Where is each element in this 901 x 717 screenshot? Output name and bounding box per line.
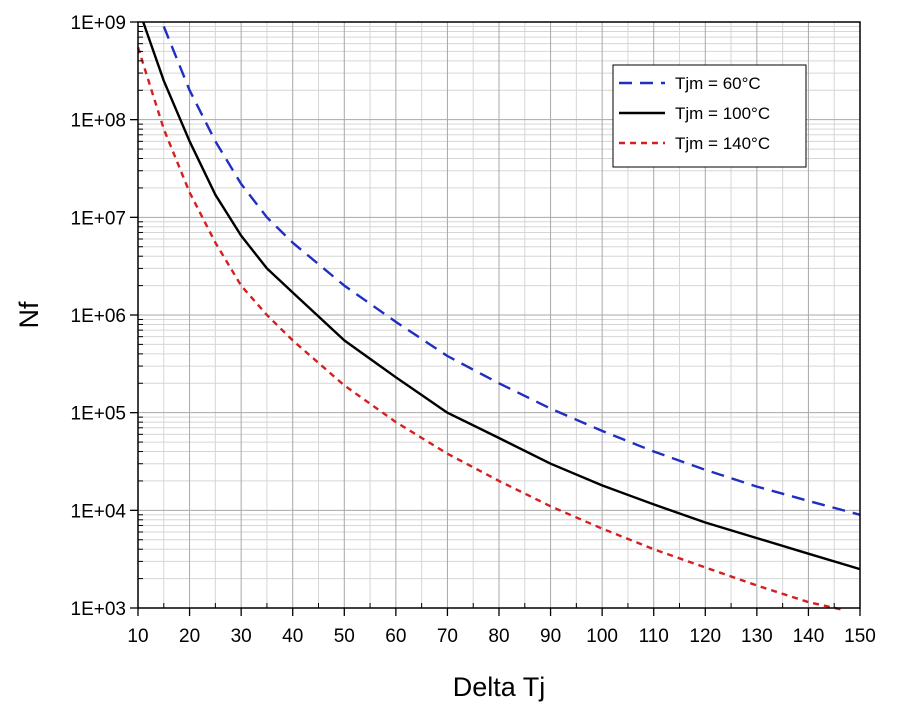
- x-tick-label: 10: [127, 626, 148, 647]
- x-tick-label: 60: [385, 626, 406, 647]
- legend-label-2: Tjm = 100°C: [675, 104, 770, 123]
- y-tick-label: 1E+08: [71, 111, 126, 132]
- x-tick-label: 80: [488, 626, 509, 647]
- series-line-2: [142, 21, 861, 571]
- y-axis-title: Nf: [14, 301, 44, 328]
- major-grid: [137, 21, 861, 609]
- x-tick-label: 130: [741, 626, 773, 647]
- y-tick-label: 1E+06: [71, 306, 126, 327]
- x-tick-label: 50: [334, 626, 355, 647]
- tick-labels: 10 20 30 40 50 60 70 80 90 100 110 120 130 140 150 1E+0…: [71, 13, 876, 647]
- x-tick-label: 110: [639, 626, 669, 647]
- series-line-1: [162, 26, 861, 516]
- y-tick-label: 1E+04: [71, 501, 127, 522]
- y-tick-label: 1E+03: [71, 599, 126, 620]
- x-tick-label: 120: [689, 626, 721, 647]
- y-tick-label: 1E+05: [71, 404, 126, 425]
- ticks-layer: [130, 21, 861, 616]
- legend-label-3: Tjm = 140°C: [675, 134, 770, 153]
- x-tick-label: 150: [844, 626, 876, 647]
- legend-items: Tjm = 60°C Tjm = 100°C Tjm = 140°C: [619, 74, 770, 153]
- x-axis-title: Delta Tj: [453, 672, 546, 702]
- x-tick-label: 140: [793, 626, 825, 647]
- series-layer: [136, 21, 861, 612]
- x-tick-label: 40: [282, 626, 303, 647]
- series-line-3: [136, 47, 845, 612]
- x-tick-label: 90: [540, 626, 561, 647]
- x-tick-label: 100: [586, 626, 618, 647]
- x-tick-label: 30: [231, 626, 252, 647]
- legend-label-1: Tjm = 60°C: [675, 74, 761, 93]
- x-tick-label: 20: [179, 626, 200, 647]
- y-tick-label: 1E+07: [71, 208, 126, 229]
- x-tick-label: 70: [437, 626, 458, 647]
- y-tick-label: 1E+09: [71, 13, 126, 34]
- legend: Tjm = 60°C Tjm = 100°C Tjm = 140°C: [612, 64, 807, 168]
